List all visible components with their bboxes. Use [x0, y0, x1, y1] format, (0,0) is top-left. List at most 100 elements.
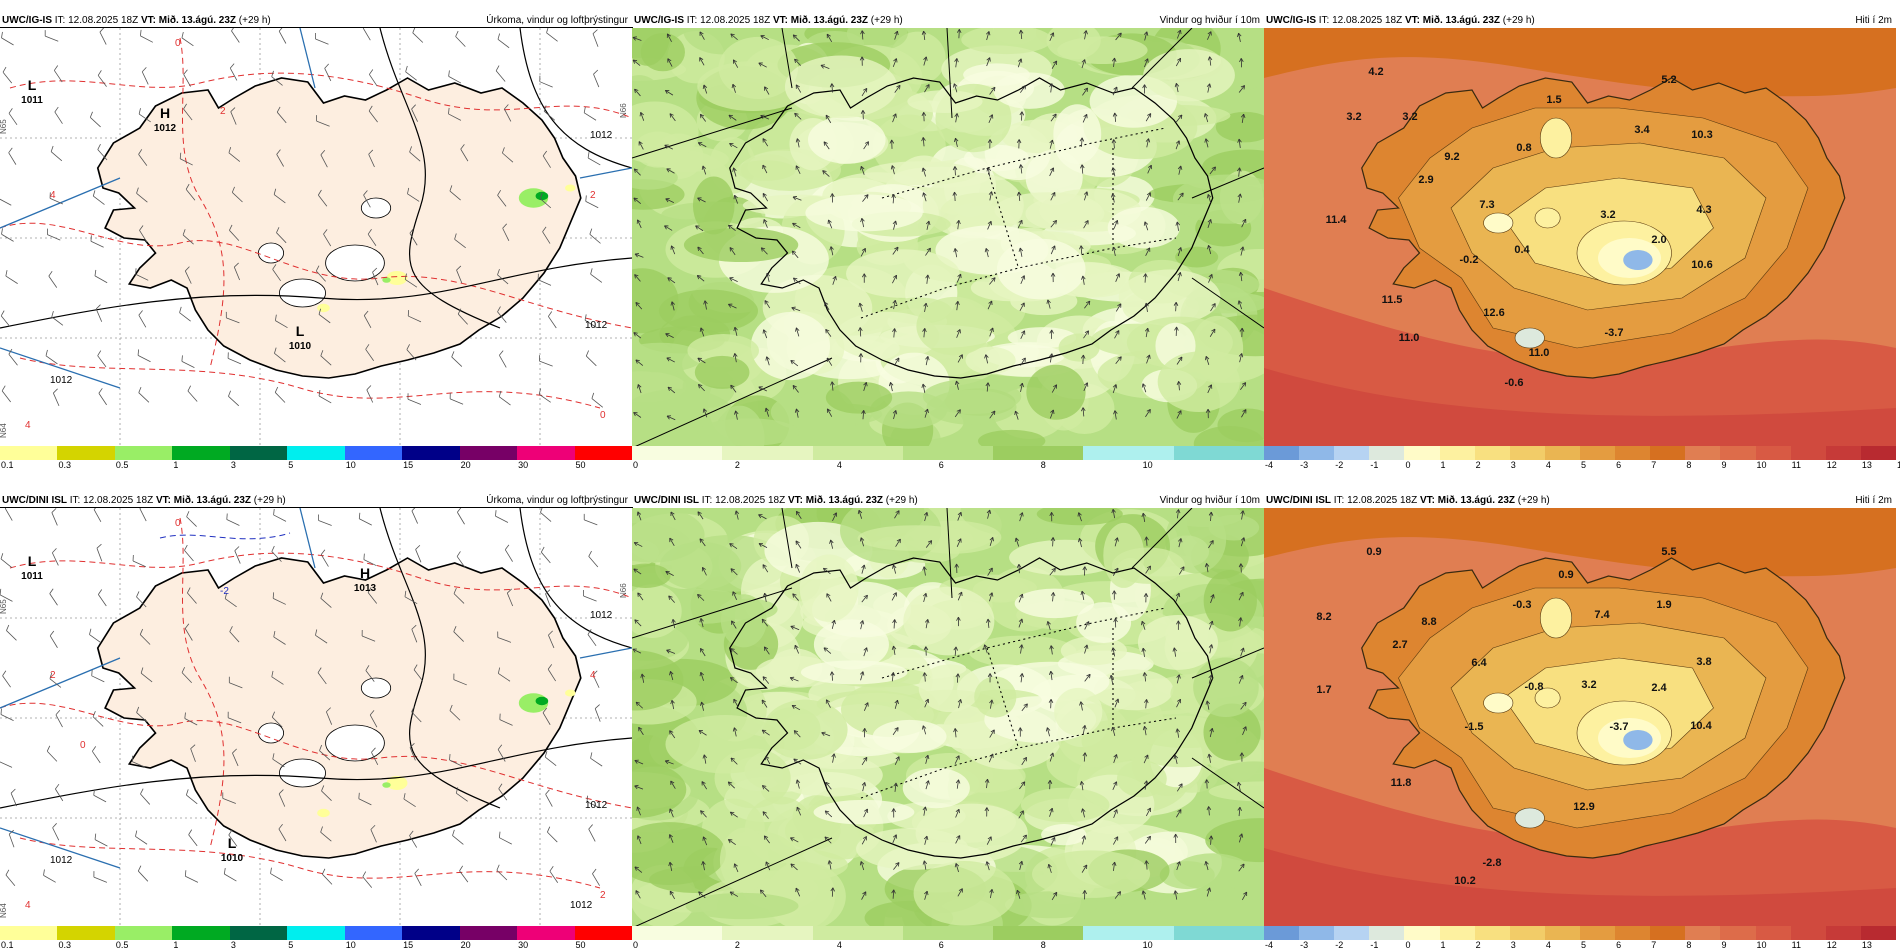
- colorbar-swatch: [902, 446, 994, 460]
- colorbar-swatch: [1860, 926, 1897, 940]
- pressure-center-value: 1013: [354, 583, 377, 594]
- colorbar-swatch: [722, 926, 814, 940]
- colorbar-swatch: [1369, 446, 1405, 460]
- temp-value-label: -2.8: [1483, 857, 1502, 869]
- temp-map-canvas: 4.2 3.2 3.2 5.2 1.5 3.4 10.3 0.8 9.2 2.9 7.3 3.2 4.3…: [1264, 28, 1896, 446]
- temp-value-label: -3.7: [1605, 327, 1624, 339]
- vt-value: Mið. 13.ágú. 23Z: [158, 15, 236, 26]
- colorbar-tick: 2: [1475, 940, 1481, 950]
- grid-label: N65: [0, 599, 8, 614]
- colorbar-tick: 20: [460, 940, 471, 950]
- colorbar-swatch: [172, 926, 231, 940]
- colorbar-swatch: [1580, 926, 1616, 940]
- panel-title: Vindur og hviður í 10m: [1159, 495, 1260, 506]
- colorbar-swatch: [1404, 446, 1441, 460]
- wind-map-canvas: [632, 28, 1264, 446]
- model-name: UWC/DINI ISL: [2, 495, 67, 506]
- temp-contour-label: -2: [220, 586, 229, 597]
- colorbar-tick: 6: [1616, 460, 1622, 470]
- colorbar-tick: 30: [518, 460, 529, 470]
- colorbar-swatch: [1334, 926, 1370, 940]
- temp-contour-label: 4: [590, 670, 596, 681]
- colorbar-tick: 30: [518, 940, 529, 950]
- temp-value-label: 8.2: [1316, 611, 1331, 623]
- temp-value-label: 1.5: [1546, 94, 1561, 106]
- precip-map: L 1011 H 1012 L 1010 1012 1012 1012 0 2 4 4 2 0 N65 N66 N…: [0, 27, 633, 447]
- colorbar-tick: 0.3: [58, 940, 71, 950]
- temp-value-label: -0.8: [1525, 681, 1544, 693]
- colorbar-tick: 3: [230, 940, 236, 950]
- colorbar-tick: 1: [1440, 460, 1446, 470]
- colorbar-tick: 8: [1040, 940, 1046, 950]
- temp-value-label: 4.2: [1368, 66, 1383, 78]
- panel-header: UWC/IG-IS IT: 12.08.2025 18Z VT: Mið. 13…: [1266, 14, 1892, 28]
- lead-time: (+29 h): [870, 15, 903, 26]
- temp-value-label: 3.2: [1581, 679, 1596, 691]
- temp-value-label: 3.2: [1402, 111, 1417, 123]
- it-value: 12.08.2025 18Z: [715, 495, 786, 506]
- colorbar-swatch: [1369, 926, 1405, 940]
- lead-time: (+29 h): [1502, 15, 1535, 26]
- vt-value: Mið. 13.ágú. 23Z: [790, 15, 868, 26]
- pressure-center-letter: L: [228, 835, 237, 851]
- temp-contour-label: 2: [220, 106, 226, 117]
- temp-value-label: 10.6: [1691, 259, 1712, 271]
- wind-colorbar: 0 2 4 6 8 10: [632, 926, 1265, 950]
- colorbar-tick: 8: [1686, 940, 1692, 950]
- colorbar-swatch: [172, 446, 231, 460]
- colorbar-swatch: [1474, 446, 1511, 460]
- colorbar-tick: 5: [288, 460, 294, 470]
- temp-value-label: -0.3: [1513, 599, 1532, 611]
- colorbar-swatch: [229, 926, 288, 940]
- temp-value-label: -1.5: [1465, 721, 1484, 733]
- pressure-center-value: 1012: [154, 123, 177, 134]
- colorbar-swatch: [574, 446, 633, 460]
- colorbar-swatch: [0, 446, 58, 460]
- temp-value-label: 3.2: [1600, 209, 1615, 221]
- isobar-label: 1012: [585, 320, 608, 331]
- it-label: IT:: [54, 15, 66, 26]
- pressure-center-value: 1011: [21, 571, 43, 582]
- temp-contour-label: 0: [175, 518, 181, 529]
- temp-map-canvas: 0.9 5.5 0.9 8.2 8.8 -0.3 7.4 1.9 2.7 6.4 3.8 1.7 -0.…: [1264, 508, 1896, 926]
- wind-colorbar: 0 2 4 6 8 10: [632, 446, 1265, 470]
- temp-value-label: 12.9: [1573, 801, 1594, 813]
- temp-contour-label: 4: [25, 420, 31, 431]
- colorbar-swatch: [1825, 446, 1862, 460]
- colorbar-swatch: [902, 926, 994, 940]
- colorbar-tick: 11: [1791, 460, 1801, 470]
- colorbar-swatch: [1615, 446, 1651, 460]
- panel-header: UWC/DINI ISL IT: 12.08.2025 18Z VT: Mið.…: [1266, 494, 1892, 508]
- colorbar-tick: 2: [734, 940, 740, 950]
- it-value: 12.08.2025 18Z: [700, 15, 771, 26]
- temp-contour-label: 0: [80, 740, 86, 751]
- colorbar-tick: -2: [1335, 940, 1344, 950]
- model-name: UWC/IG-IS: [1266, 15, 1316, 26]
- colorbar-tick: 10: [1142, 940, 1153, 950]
- vt-label: VT:: [787, 495, 803, 506]
- isobar-label: 1012: [585, 800, 608, 811]
- colorbar-swatch: [1755, 446, 1792, 460]
- isobar-label: 1012: [590, 130, 613, 141]
- grid-label: N66: [619, 583, 628, 598]
- temp-map: 4.2 3.2 3.2 5.2 1.5 3.4 10.3 0.8 9.2 2.9 7.3 3.2 4.3…: [1264, 28, 1896, 446]
- colorbar-tick: -1: [1370, 460, 1379, 470]
- it-value: 12.08.2025 18Z: [1332, 15, 1403, 26]
- colorbar-swatch: [1299, 446, 1335, 460]
- temp-panel-row2: UWC/DINI ISL IT: 12.08.2025 18Z VT: Mið.…: [1264, 492, 1897, 950]
- pressure-center-letter: L: [28, 553, 37, 569]
- colorbar-swatch: [1650, 446, 1686, 460]
- colorbar-tick: 7: [1651, 940, 1657, 950]
- temp-value-label: 11.5: [1382, 294, 1403, 306]
- colorbar-swatch: [344, 926, 403, 940]
- colorbar-swatch: [1299, 926, 1335, 940]
- temp-value-label: 11.0: [1529, 347, 1550, 359]
- panel-header: UWC/DINI ISL IT: 12.08.2025 18Z VT: Mið.…: [634, 494, 1260, 508]
- vt-value: Mið. 13.ágú. 23Z: [1422, 15, 1500, 26]
- temp-value-label: 0.9: [1558, 569, 1573, 581]
- colorbar-tick: 11: [1791, 940, 1801, 950]
- temp-value-label: 3.8: [1696, 656, 1711, 668]
- temp-value-label: 0.8: [1516, 142, 1531, 154]
- pressure-center-value: 1010: [289, 341, 312, 352]
- colorbar-tick: 4: [836, 460, 842, 470]
